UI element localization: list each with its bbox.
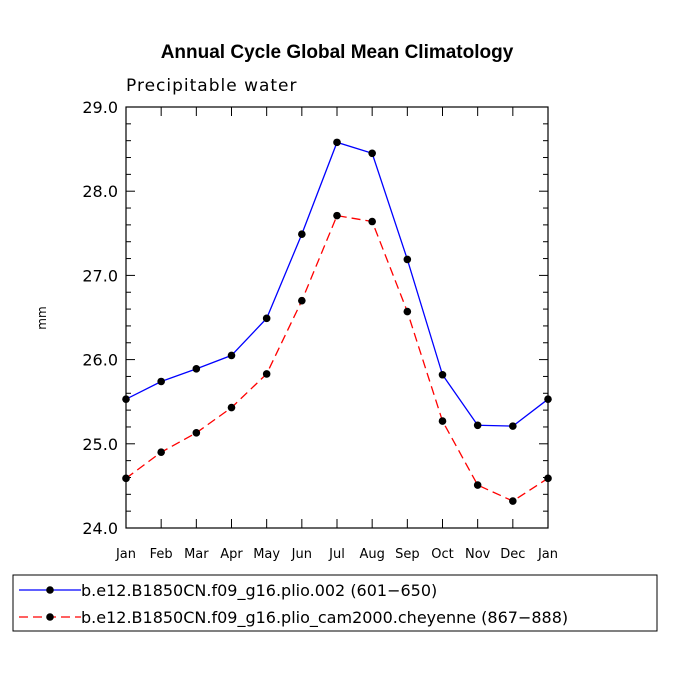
series-1-point xyxy=(122,395,130,403)
x-tick-label: Oct xyxy=(431,547,453,562)
series-2-point xyxy=(403,307,412,316)
x-tick-label: Apr xyxy=(220,547,243,562)
series-line-1 xyxy=(125,141,549,427)
x-tick-label: Jan xyxy=(537,547,558,562)
x-tick-label: Aug xyxy=(359,547,384,562)
x-tick-label: Feb xyxy=(150,547,173,562)
series-1-point xyxy=(333,138,341,147)
legend-box xyxy=(12,574,658,632)
y-tick-label: 26.0 xyxy=(82,351,118,370)
series-2-point xyxy=(298,296,306,305)
x-tick-label: Jun xyxy=(291,547,312,562)
y-axis-label: mm xyxy=(35,306,49,329)
series-1-point xyxy=(298,230,306,238)
series-1-point xyxy=(192,365,201,373)
series-1-point xyxy=(403,255,412,264)
series-1-point xyxy=(262,314,271,323)
series-1-point xyxy=(438,370,447,379)
chart-title: Annual Cycle Global Mean Climatology xyxy=(161,42,514,63)
x-tick-label: Nov xyxy=(465,547,491,562)
series-2-point xyxy=(368,217,376,226)
series-2-point xyxy=(544,474,552,483)
plot-frame xyxy=(125,106,549,529)
series-2-point xyxy=(157,448,165,457)
y-tick-label: 29.0 xyxy=(82,98,118,117)
x-tick-label: Jul xyxy=(328,547,345,562)
series-2-point xyxy=(509,497,517,505)
y-tick-label: 25.0 xyxy=(82,435,118,454)
series-2-point xyxy=(262,370,271,378)
series-1-point xyxy=(473,421,482,430)
legend-marker-2 xyxy=(46,613,54,621)
series-1-point xyxy=(227,351,236,360)
series-1-point xyxy=(157,377,165,386)
y-tick-label: 27.0 xyxy=(82,266,118,285)
x-tick-label: Dec xyxy=(500,547,525,562)
y-tick-label: 24.0 xyxy=(82,519,118,538)
series-2-point xyxy=(473,481,482,489)
legend-label-2: b.e12.B1850CN.f09_g16.plio_cam2000.cheye… xyxy=(81,608,568,628)
chart-subtitle: Precipitable water xyxy=(126,76,298,96)
series-2-point xyxy=(438,417,447,425)
legend-label-1: b.e12.B1850CN.f09_g16.plio.002 (601−650) xyxy=(81,581,437,601)
series-line-2 xyxy=(125,214,549,502)
series-2-point xyxy=(192,429,201,437)
series-2-point xyxy=(122,474,130,483)
series-1-point xyxy=(509,422,517,430)
y-tick-label: 28.0 xyxy=(82,182,118,201)
x-tick-label: Sep xyxy=(395,547,420,562)
series-1-point xyxy=(544,395,552,403)
series-1-point xyxy=(368,149,376,158)
series-2-point xyxy=(227,403,236,412)
x-tick-label: May xyxy=(253,547,280,562)
x-tick-label: Jan xyxy=(115,547,136,562)
legend-marker-1 xyxy=(46,586,54,594)
series-2-point xyxy=(333,211,341,220)
x-tick-label: Mar xyxy=(184,547,209,562)
